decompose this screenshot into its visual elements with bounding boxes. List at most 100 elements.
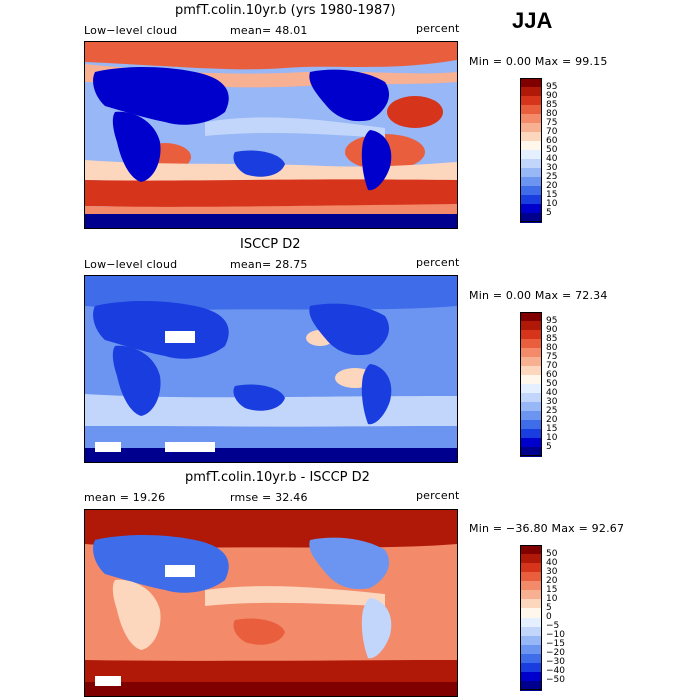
variable-label: Low−level cloud [84, 258, 178, 271]
units-label: percent [416, 22, 460, 35]
colorbar-tick-label: 95 [546, 315, 558, 326]
colorbar-swatch [520, 150, 542, 160]
map-south-america [361, 364, 392, 425]
map-model-svg [85, 42, 457, 228]
colorbar-swatch [520, 671, 542, 682]
map-north-america [309, 69, 390, 122]
colorbar-swatch [520, 123, 542, 133]
colorbar-tick-label: 10 [546, 432, 558, 443]
colorbar-tick-label: −5 [546, 621, 560, 632]
colorbar-tick-label: 90 [546, 324, 558, 335]
colorbar-tick-label: 70 [546, 360, 558, 371]
colorbar-tick-label: 80 [546, 108, 558, 119]
map-africa [112, 111, 161, 182]
map-eurasia [93, 67, 229, 125]
colorbar-tick-label: −50 [546, 675, 565, 686]
colorbar-tick-label: 95 [546, 81, 558, 92]
colorbar-tick-label: 5 [546, 602, 552, 613]
colorbar-swatch [520, 105, 542, 115]
colorbar-swatch [520, 330, 542, 340]
season-label: JJA [512, 8, 553, 33]
map-africa [112, 345, 161, 416]
colorbar-swatch [520, 438, 542, 448]
colorbar-swatch [520, 680, 542, 691]
colorbar-swatch [520, 554, 542, 564]
colorbar-swatch [520, 545, 542, 555]
colorbar-tick-label: 5 [546, 441, 552, 452]
colorbar-tick-label: −20 [546, 648, 565, 659]
colorbar-tick-label: 50 [546, 144, 558, 155]
map-missing-data-tibet [165, 331, 195, 343]
colorbar-swatch [520, 366, 542, 376]
colorbar-swatch [520, 348, 542, 358]
colorbar-model: 95 90 85 80 75 70 60 50 40 30 25 20 15 10 5 [520, 78, 580, 223]
colorbar-tick-label: 90 [546, 90, 558, 101]
colorbar-swatch [520, 653, 542, 664]
panel-title: ISCCP D2 [240, 237, 301, 252]
colorbar-tick-label: −30 [546, 657, 565, 668]
colorbar-tick-label: 70 [546, 126, 558, 137]
colorbar-tick-label: −40 [546, 666, 565, 677]
colorbar-swatch [520, 159, 542, 169]
map-missing-data-antarctica-west [95, 676, 121, 686]
colorbar-swatch [520, 563, 542, 573]
units-label: percent [416, 489, 460, 502]
map-southern-ocean-band [85, 660, 457, 682]
colorbar-tick-label: 85 [546, 333, 558, 344]
colorbar-swatch [520, 429, 542, 439]
colorbar-swatch [520, 213, 542, 223]
map-north-america [309, 303, 390, 356]
map-difference [84, 509, 458, 697]
min-max-label: Min = 0.00 Max = 72.34 [469, 289, 608, 302]
colorbar-tick-label: 40 [546, 153, 558, 164]
colorbar-tick-label: 40 [546, 387, 558, 398]
mean-label: mean= 48.01 [230, 24, 308, 37]
colorbar-swatch [520, 402, 542, 412]
colorbar-tick-label: 20 [546, 575, 558, 586]
colorbar-frame [520, 78, 542, 222]
map-missing-data-tibet [165, 565, 195, 577]
colorbar-tick-label: 20 [546, 414, 558, 425]
units-label: percent [416, 256, 460, 269]
colorbar-swatch [520, 375, 542, 385]
map-southern-ocean-band [85, 179, 457, 208]
colorbar-swatch [520, 447, 542, 457]
colorbar-difference: 50 40 30 20 15 10 5 0 −5 −10 −15 −20 −30 −40 −50 [520, 545, 580, 691]
colorbar-swatch [520, 626, 542, 637]
colorbar-tick-label: 30 [546, 566, 558, 577]
map-australia [233, 150, 285, 177]
map-south-america [361, 598, 392, 659]
colorbar-swatch [520, 635, 542, 646]
map-tropical-band [205, 586, 385, 606]
colorbar-swatch [520, 411, 542, 421]
colorbar-swatch [520, 177, 542, 187]
colorbar-tick-label: 50 [546, 378, 558, 389]
colorbar-tick-label: 20 [546, 180, 558, 191]
colorbar-swatch [520, 87, 542, 97]
rmse-label: rmse = 32.46 [230, 491, 308, 504]
variable-label: Low−level cloud [84, 24, 178, 37]
colorbar-tick-label: 10 [546, 593, 558, 604]
panel-title: pmfT.colin.10yr.b (yrs 1980-1987) [175, 3, 396, 18]
colorbar-swatch [520, 114, 542, 124]
map-eurasia [93, 535, 229, 593]
map-missing-data-antarctica-west [95, 442, 121, 452]
colorbar-obs: 95 90 85 80 75 70 60 50 40 30 25 20 15 10 5 [520, 312, 580, 457]
map-antarctica [85, 448, 457, 462]
colorbar-swatch [520, 608, 542, 618]
colorbar-swatch [520, 312, 542, 322]
colorbar-swatch [520, 339, 542, 349]
map-difference-svg [85, 510, 457, 696]
colorbar-tick-label: 25 [546, 405, 558, 416]
map-south-mid-band [85, 426, 457, 448]
colorbar-swatch [520, 186, 542, 196]
map-africa [112, 579, 161, 650]
colorbar-tick-label: 5 [546, 207, 552, 218]
map-australia [233, 618, 285, 645]
map-north-cloud-band [85, 42, 457, 70]
map-obs-low-cloud [84, 275, 458, 463]
map-missing-data-antarctica-east [165, 442, 215, 452]
map-north-band [85, 276, 457, 310]
colorbar-swatch [520, 662, 542, 673]
colorbar-tick-label: −15 [546, 639, 565, 650]
